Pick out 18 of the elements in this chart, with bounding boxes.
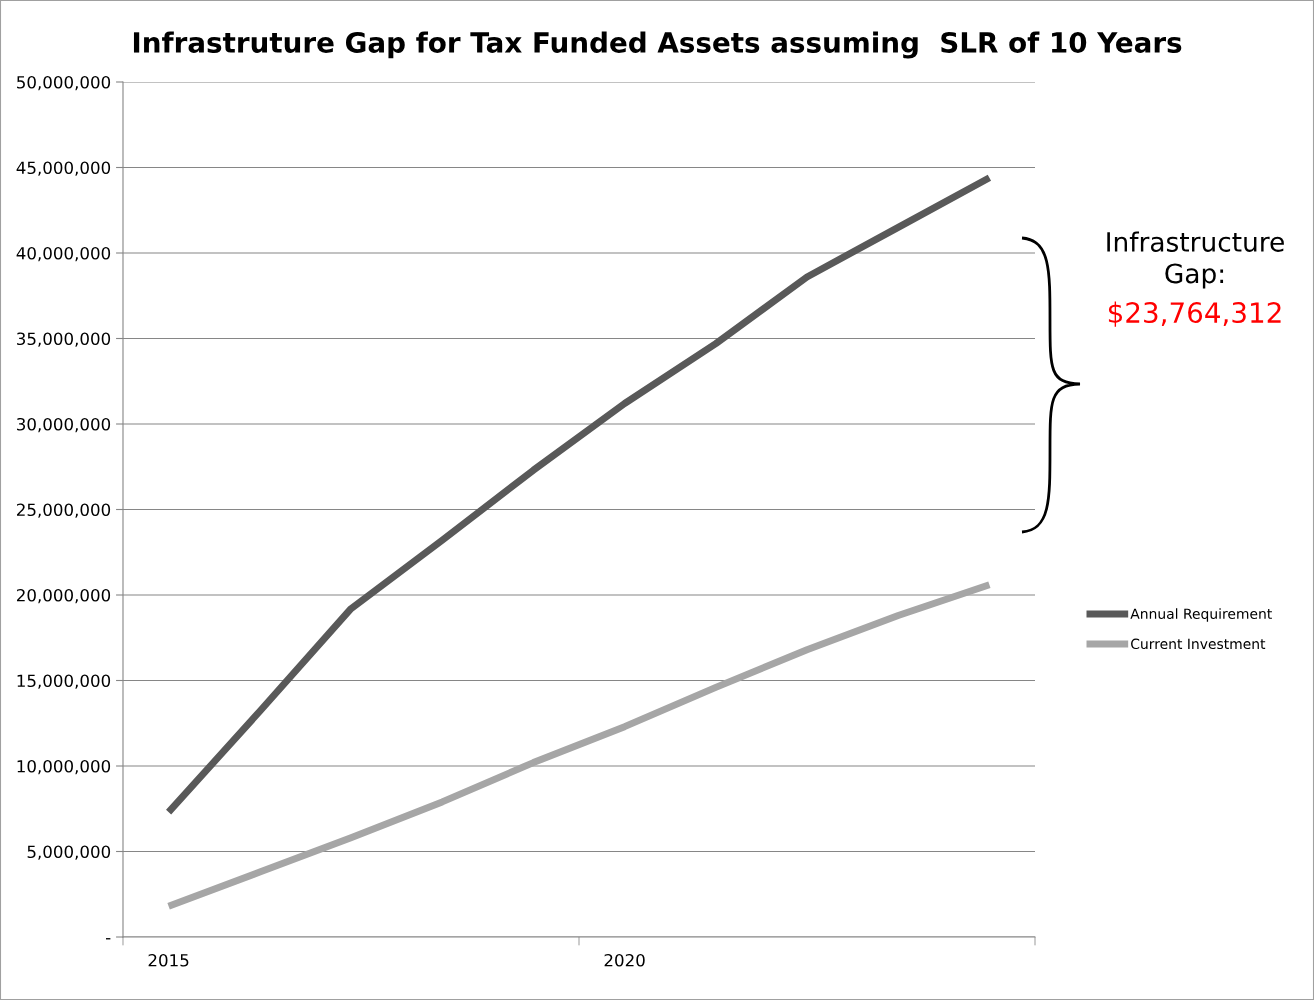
- y-tick-label: 30,000,000: [17, 417, 111, 433]
- y-tick-label: 25,000,000: [16, 503, 111, 518]
- chart-title: Infrastruture Gap for Tax Funded Assets assuming SLR of 10 Years: [133, 31, 1182, 59]
- text: $23,764,312: [1108, 301, 1281, 327]
- y-tick-label: -: [106, 938, 111, 940]
- y-tick-label: 40,000,000: [16, 246, 111, 262]
- y-tick-label: 5,000,000: [27, 845, 111, 860]
- legend-label: Current Investment: [1131, 638, 1266, 650]
- y-tick-label: 15,000,000: [17, 674, 111, 689]
- y-tick-label: 45,000,000: [16, 161, 111, 176]
- y-tick-label: 35,000,000: [17, 332, 111, 347]
- y-tick-label: 50,000,000: [17, 75, 111, 91]
- text: Infrastructure Gap:: [1107, 231, 1284, 289]
- x-tick-label: 2020: [604, 953, 645, 967]
- y-tick-label: 20,000,000: [16, 588, 111, 604]
- legend-label: Annual Requirement: [1130, 608, 1272, 622]
- x-tick-label: 2015: [148, 953, 189, 967]
- y-tick-label: 10,000,000: [17, 759, 111, 775]
